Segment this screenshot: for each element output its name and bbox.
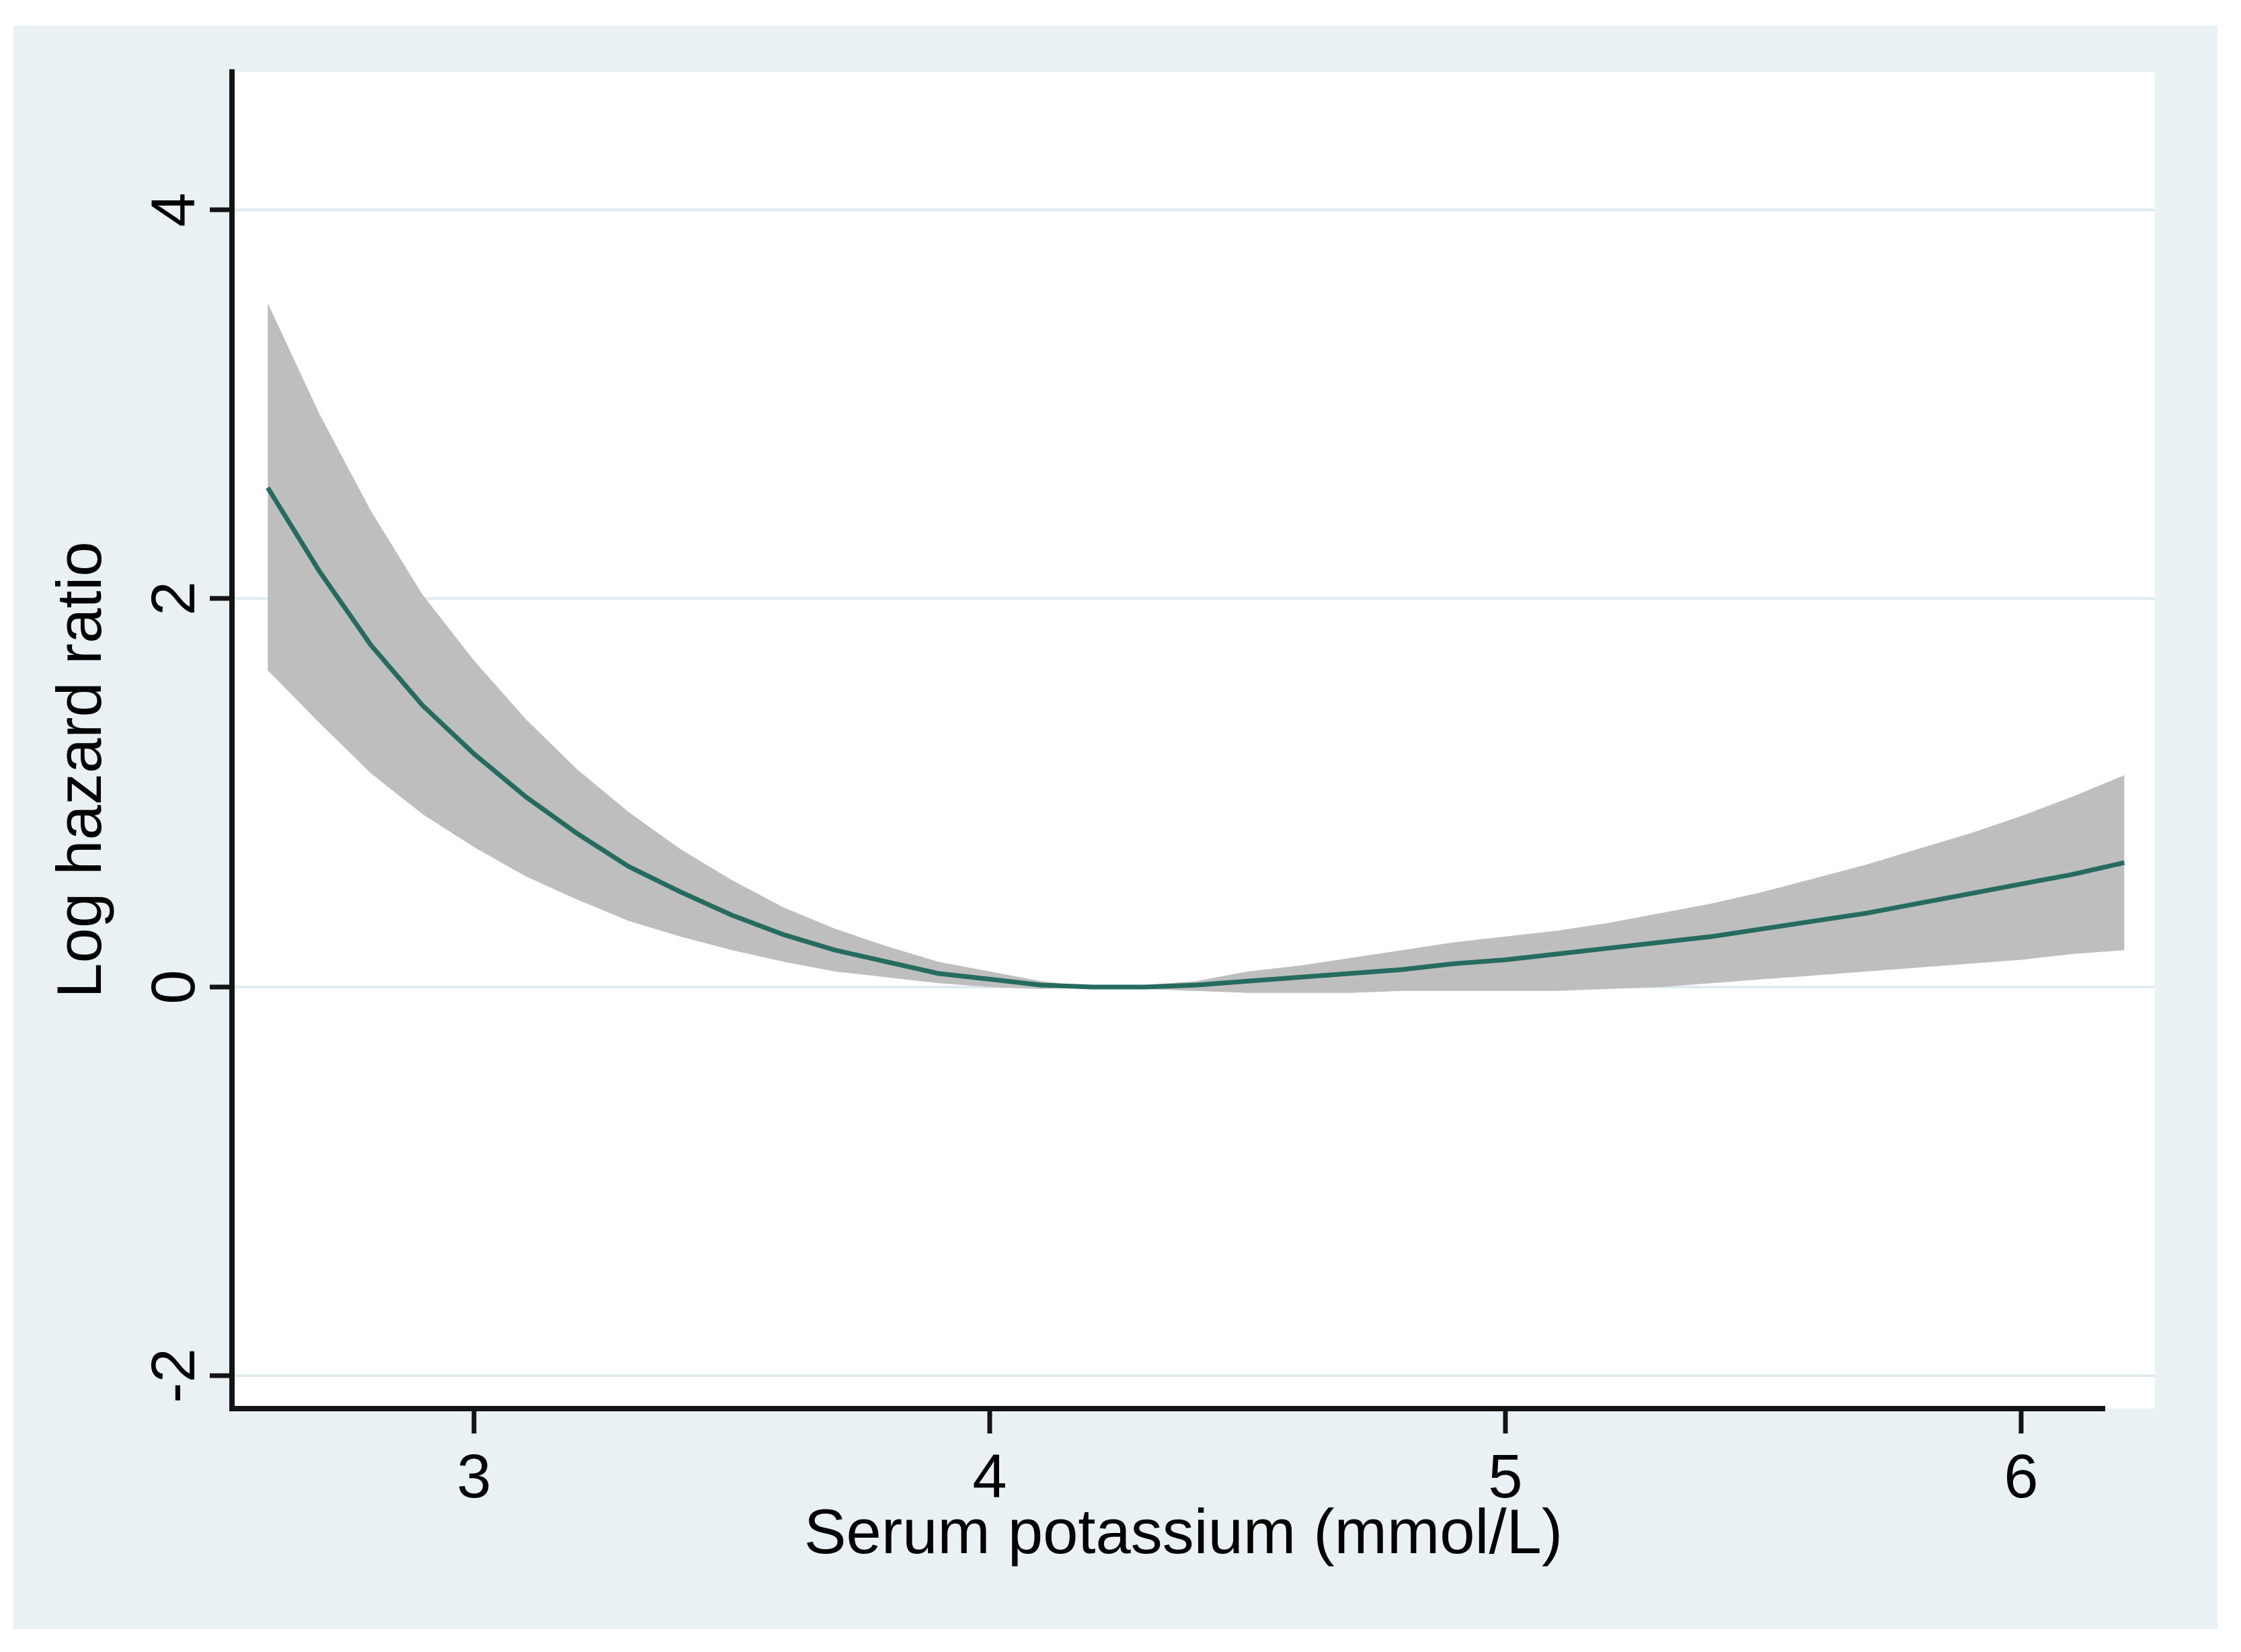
y-ticks xyxy=(210,207,229,1378)
x-ticks xyxy=(471,1411,2024,1433)
y-tick-label: 2 xyxy=(139,581,208,615)
y-gridlines xyxy=(235,208,2155,1377)
y-tick-label: -2 xyxy=(139,1348,208,1403)
x-tick-label: 3 xyxy=(457,1442,491,1511)
ci-band xyxy=(268,303,2125,993)
hazard-curve xyxy=(266,486,2125,990)
plot-area xyxy=(233,72,2155,1409)
y-tick-label: 4 xyxy=(139,192,208,227)
x-axis-title: Serum potassium (mmol/L) xyxy=(804,1496,1563,1567)
x-tick-label: 5 xyxy=(1488,1442,1522,1511)
x-tick-label: 4 xyxy=(972,1442,1007,1511)
y-axis-title: Log hazard ratio xyxy=(44,541,114,998)
y-tick-label: 0 xyxy=(139,970,208,1004)
x-tick-labels: 3 4 5 6 xyxy=(457,1442,2038,1511)
y-tick-labels: -2 0 2 4 xyxy=(139,192,208,1403)
x-tick-label: 6 xyxy=(2004,1442,2038,1511)
